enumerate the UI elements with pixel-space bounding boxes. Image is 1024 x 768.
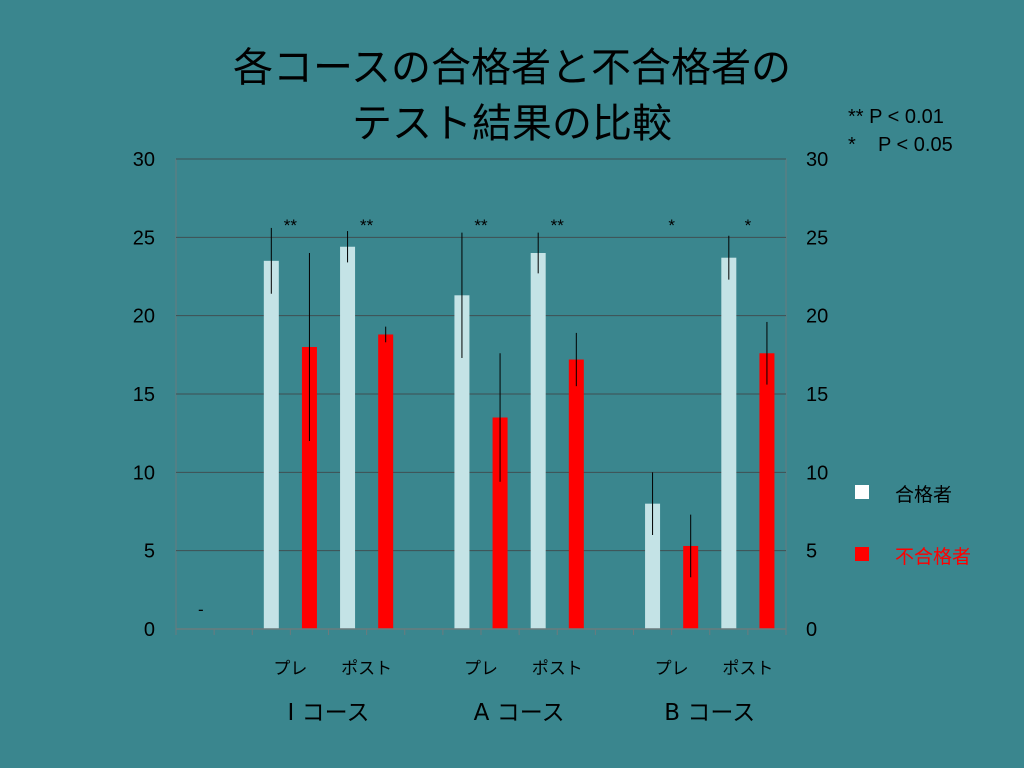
slide-title-line-1: 各コースの合格者と不合格者の bbox=[233, 45, 791, 91]
significance-mark: * bbox=[745, 216, 752, 235]
bar-pass bbox=[263, 260, 279, 629]
x-category-label: ポスト bbox=[341, 659, 392, 679]
x-category-label: ポスト bbox=[722, 659, 773, 679]
legend-swatch-fail bbox=[855, 547, 869, 561]
x-group-label: I コース bbox=[288, 700, 370, 726]
error-bars bbox=[270, 227, 768, 578]
significance-mark: ** bbox=[284, 216, 298, 235]
x-group-label: B コース bbox=[664, 700, 755, 726]
slide-title-line-2: テスト結果の比較 bbox=[352, 101, 672, 147]
significance-mark: ** bbox=[474, 216, 488, 235]
legend-swatch-pass bbox=[855, 485, 869, 499]
y-tick-label-left: 0 bbox=[144, 619, 155, 641]
significance-note-line-2: * P < 0.05 bbox=[848, 134, 953, 156]
y-tick-label-right: 20 bbox=[806, 306, 828, 328]
bar-fail bbox=[378, 334, 394, 629]
bar-fail bbox=[759, 353, 775, 629]
legend-label-fail: 不合格者 bbox=[895, 546, 972, 568]
bar-pass bbox=[645, 503, 661, 629]
significance-note-line-1: ** P < 0.01 bbox=[848, 106, 944, 128]
significance-mark: ** bbox=[551, 216, 565, 235]
bar-pass bbox=[721, 257, 737, 629]
x-category-label: プレ bbox=[464, 659, 498, 679]
y-tick-label-right: 25 bbox=[806, 227, 828, 249]
y-tick-label-right: 15 bbox=[806, 384, 828, 406]
y-tick-label-right: 10 bbox=[806, 462, 828, 484]
bar-pass bbox=[340, 246, 356, 629]
y-tick-label-left: 15 bbox=[133, 384, 155, 406]
x-category-label: プレ bbox=[273, 659, 307, 679]
significance-mark: * bbox=[668, 216, 675, 235]
x-category-label: ポスト bbox=[532, 659, 583, 679]
bar-pass bbox=[530, 253, 546, 629]
bars bbox=[263, 246, 775, 629]
x-category-label: プレ bbox=[655, 659, 689, 679]
y-tick-label-right: 30 bbox=[806, 149, 828, 171]
y-tick-label-left: 5 bbox=[144, 541, 155, 563]
legend-label-pass: 合格者 bbox=[895, 484, 953, 506]
y-tick-label-right: 5 bbox=[806, 541, 817, 563]
bar-pass bbox=[454, 295, 470, 629]
x-group-label: A コース bbox=[474, 700, 565, 726]
significance-mark: ** bbox=[360, 216, 374, 235]
bar-fail bbox=[301, 347, 317, 629]
bar-fail bbox=[492, 417, 508, 629]
y-tick-label-left: 30 bbox=[133, 149, 155, 171]
y-tick-label-right: 0 bbox=[806, 619, 817, 641]
y-tick-label-left: 20 bbox=[133, 306, 155, 328]
significance-note: ** P < 0.01 * P < 0.05 bbox=[848, 103, 953, 159]
y-tick-label-left: 25 bbox=[133, 227, 155, 249]
slide-title: 各コースの合格者と不合格者の テスト結果の比較 bbox=[0, 40, 1024, 152]
bar-fail bbox=[683, 545, 699, 629]
y-tick-label-left: 10 bbox=[133, 462, 155, 484]
bar-fail bbox=[568, 359, 584, 629]
axes bbox=[175, 628, 787, 635]
origin-marker: - bbox=[198, 600, 204, 619]
